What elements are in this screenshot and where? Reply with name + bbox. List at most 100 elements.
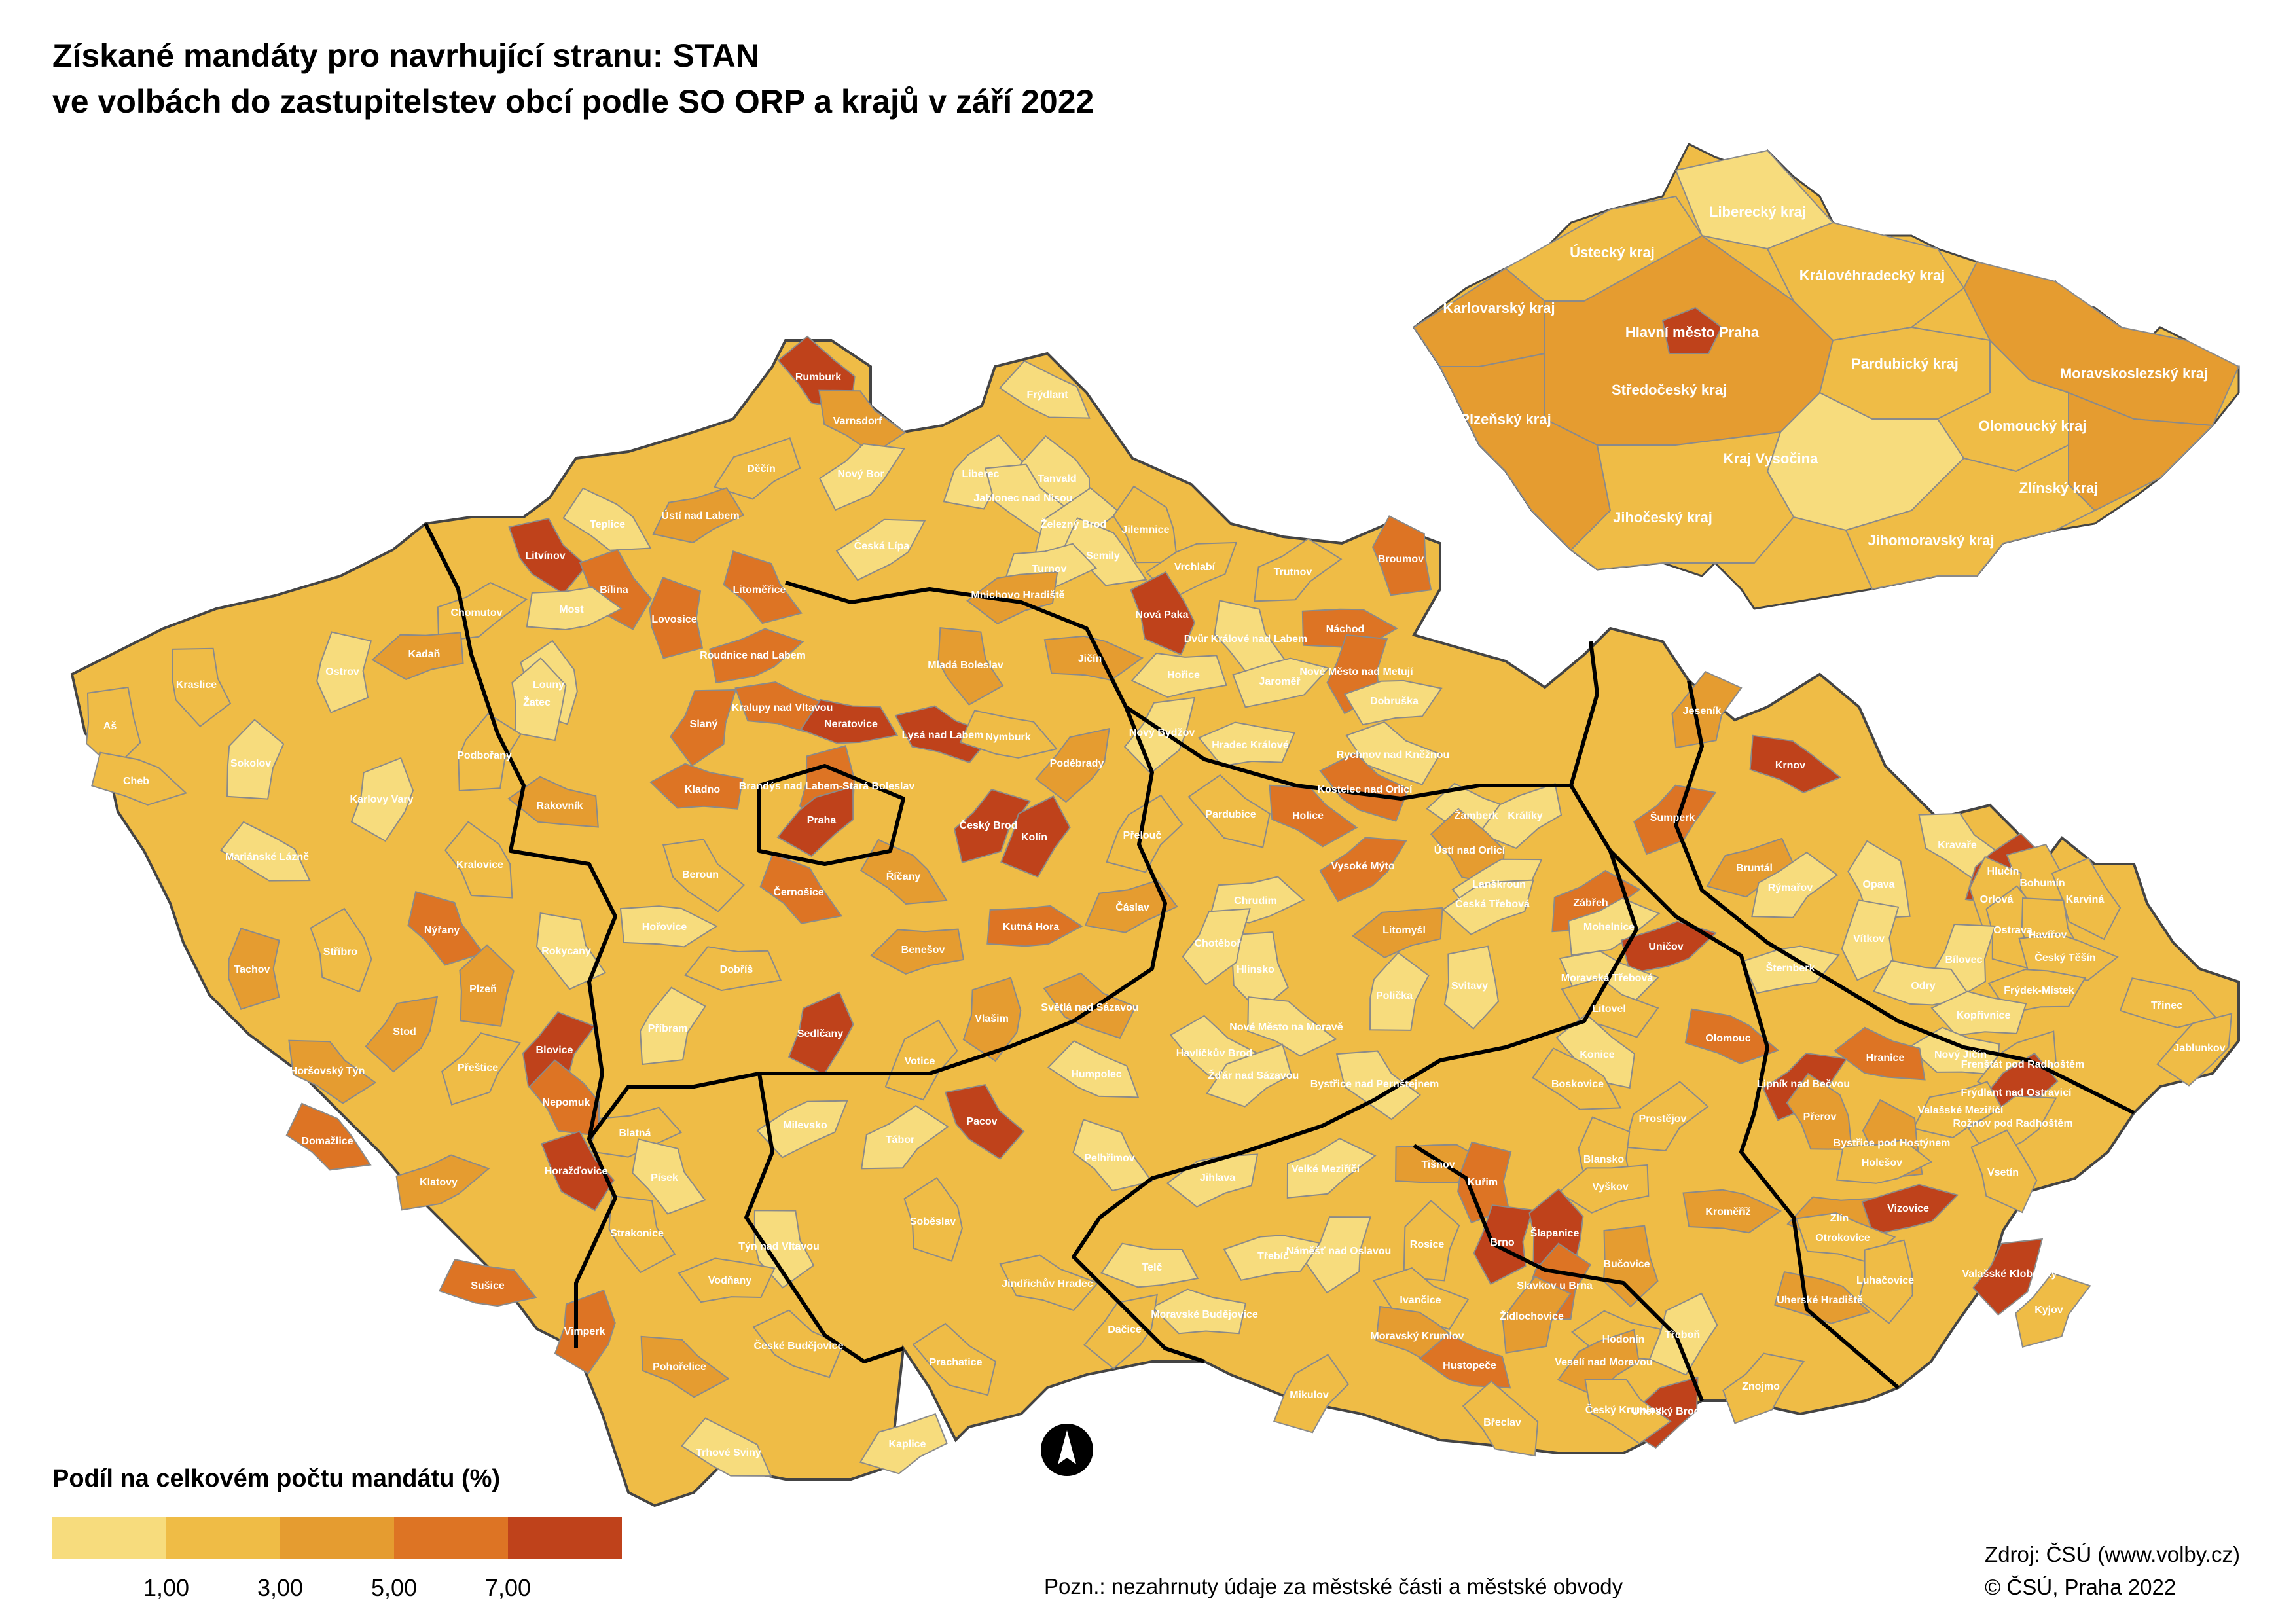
legend-swatch-4	[394, 1517, 508, 1559]
orp-region	[1861, 1183, 1959, 1236]
orp-label: Žatec	[523, 696, 551, 708]
orp-region	[1072, 1119, 1153, 1192]
orp-region	[1841, 899, 1900, 981]
orp-label: Uničov	[1648, 941, 1683, 952]
legend-color-scale	[52, 1517, 622, 1559]
orp-region	[999, 1254, 1099, 1312]
orp-label: Konice	[1580, 1049, 1614, 1060]
orp-region	[1682, 1189, 1782, 1234]
orp-label: Otrokovice	[1815, 1233, 1870, 1244]
orp-label: Nymburk	[985, 732, 1030, 743]
orp-region	[894, 705, 994, 763]
orp-region	[444, 821, 513, 899]
orp-region	[508, 518, 588, 595]
orp-label: Jilemnice	[1122, 524, 1170, 535]
orp-region	[437, 582, 528, 642]
orp-region	[554, 1289, 616, 1375]
orp-label: Broumov	[1378, 554, 1424, 565]
orp-label: Děčín	[747, 463, 776, 475]
orp-label: Králíky	[1508, 810, 1542, 821]
orp-label: Kutná Hora	[1003, 922, 1059, 933]
orp-region	[1043, 635, 1144, 681]
orp-region	[1722, 1352, 1805, 1424]
orp-label: Soběslav	[910, 1216, 956, 1227]
orp-region	[1834, 1026, 1926, 1081]
orp-region	[1773, 1271, 1871, 1324]
orp-region	[1532, 1047, 1622, 1110]
orp-label: Ústí nad Orlicí	[1434, 844, 1506, 856]
orp-label: Přerov	[1803, 1111, 1837, 1123]
orp-label: Stod	[393, 1026, 416, 1038]
orp-region	[652, 487, 745, 544]
orp-region	[1502, 1276, 1572, 1354]
orp-label: Kolín	[1021, 832, 1047, 843]
orp-label: Sušice	[471, 1280, 505, 1291]
kraj-label: Zlínský kraj	[2019, 480, 2098, 496]
kraj-label: Středočeský kraj	[1612, 382, 1727, 398]
orp-region	[640, 1335, 730, 1398]
orp-region	[371, 632, 464, 681]
source-line-1: Zdroj: ČSÚ (www.volby.cz)	[1985, 1542, 2240, 1566]
orp-label: Jablunkov	[2173, 1043, 2225, 1054]
orp-label: Domažlice	[301, 1136, 353, 1147]
orp-label: Ostrava	[1993, 925, 2033, 936]
orp-label: Aš	[103, 721, 117, 732]
kraj-label: Hlavní město Praha	[1625, 324, 1760, 340]
orp-label: Velké Meziříčí	[1292, 1164, 1360, 1175]
orp-region	[1835, 1139, 1933, 1184]
orp-label: Litovel	[1592, 1003, 1626, 1015]
orp-label: Varnsdorf	[833, 416, 882, 427]
orp-label: Karviná	[2066, 894, 2105, 905]
orp-label: Kaplice	[889, 1439, 926, 1450]
orp-label: Lipník nad Bečvou	[1757, 1079, 1850, 1090]
orp-region	[1972, 1238, 2044, 1316]
orp-region	[1247, 996, 1337, 1057]
orp-label: Šternberk	[1766, 962, 1815, 974]
orp-region	[962, 977, 1022, 1062]
orp-label: Žďár nad Sázavou	[1208, 1069, 1299, 1081]
orp-region	[966, 571, 1058, 624]
orp-region	[632, 1138, 706, 1215]
orp-label: Vizovice	[1887, 1203, 1929, 1214]
orp-label: Turnov	[1032, 564, 1066, 575]
orp-label: Polička	[1376, 990, 1413, 1001]
orp-label: Kopřivnice	[1957, 1010, 2011, 1021]
orp-label: Kostelec nad Orlicí	[1318, 784, 1413, 795]
orp-label: Židlochovice	[1500, 1310, 1564, 1322]
orp-region	[944, 1083, 1025, 1160]
orp-label: Strakonice	[610, 1228, 664, 1239]
orp-label: Nové Město nad Metují	[1299, 666, 1413, 677]
orp-region	[903, 1176, 963, 1262]
orp-region	[1741, 945, 1840, 994]
orp-label: Hranice	[1866, 1053, 1905, 1064]
orp-region	[1000, 795, 1071, 878]
orp-region	[1343, 679, 1443, 726]
orp-region	[1305, 1216, 1371, 1294]
orp-region	[1373, 1267, 1470, 1331]
orp-label: Český Těšín	[2034, 951, 2095, 964]
orp-region	[1269, 784, 1358, 848]
orp-label: Bílina	[600, 585, 628, 596]
kraj-label: Jihomoravský kraj	[1868, 532, 1994, 549]
orp-label: Zábřeh	[1573, 897, 1608, 909]
orp-label: Dobříš	[720, 964, 753, 975]
orp-region	[407, 890, 484, 966]
orp-label: Karlovy Vary	[350, 794, 414, 805]
orp-label: Rýmařov	[1768, 882, 1813, 893]
orp-region	[1047, 1040, 1140, 1098]
orp-label: Podbořany	[457, 750, 512, 761]
orp-label: Most	[559, 604, 584, 615]
orp-label: Tanvald	[1038, 473, 1076, 484]
orp-label: Rosice	[1410, 1239, 1445, 1250]
orp-region	[226, 719, 285, 800]
orp-label: Horažďovice	[545, 1166, 608, 1177]
legend-tick-2: 3,00	[257, 1574, 304, 1601]
orp-region	[1749, 734, 1842, 794]
orp-label: Pelhřimov	[1084, 1153, 1134, 1164]
orp-label: Rakovník	[536, 801, 583, 812]
orp-label: Holice	[1292, 810, 1324, 821]
orp-region	[943, 434, 1024, 510]
orp-region	[441, 1032, 522, 1106]
kraj-label: Pardubický kraj	[1851, 355, 1959, 372]
